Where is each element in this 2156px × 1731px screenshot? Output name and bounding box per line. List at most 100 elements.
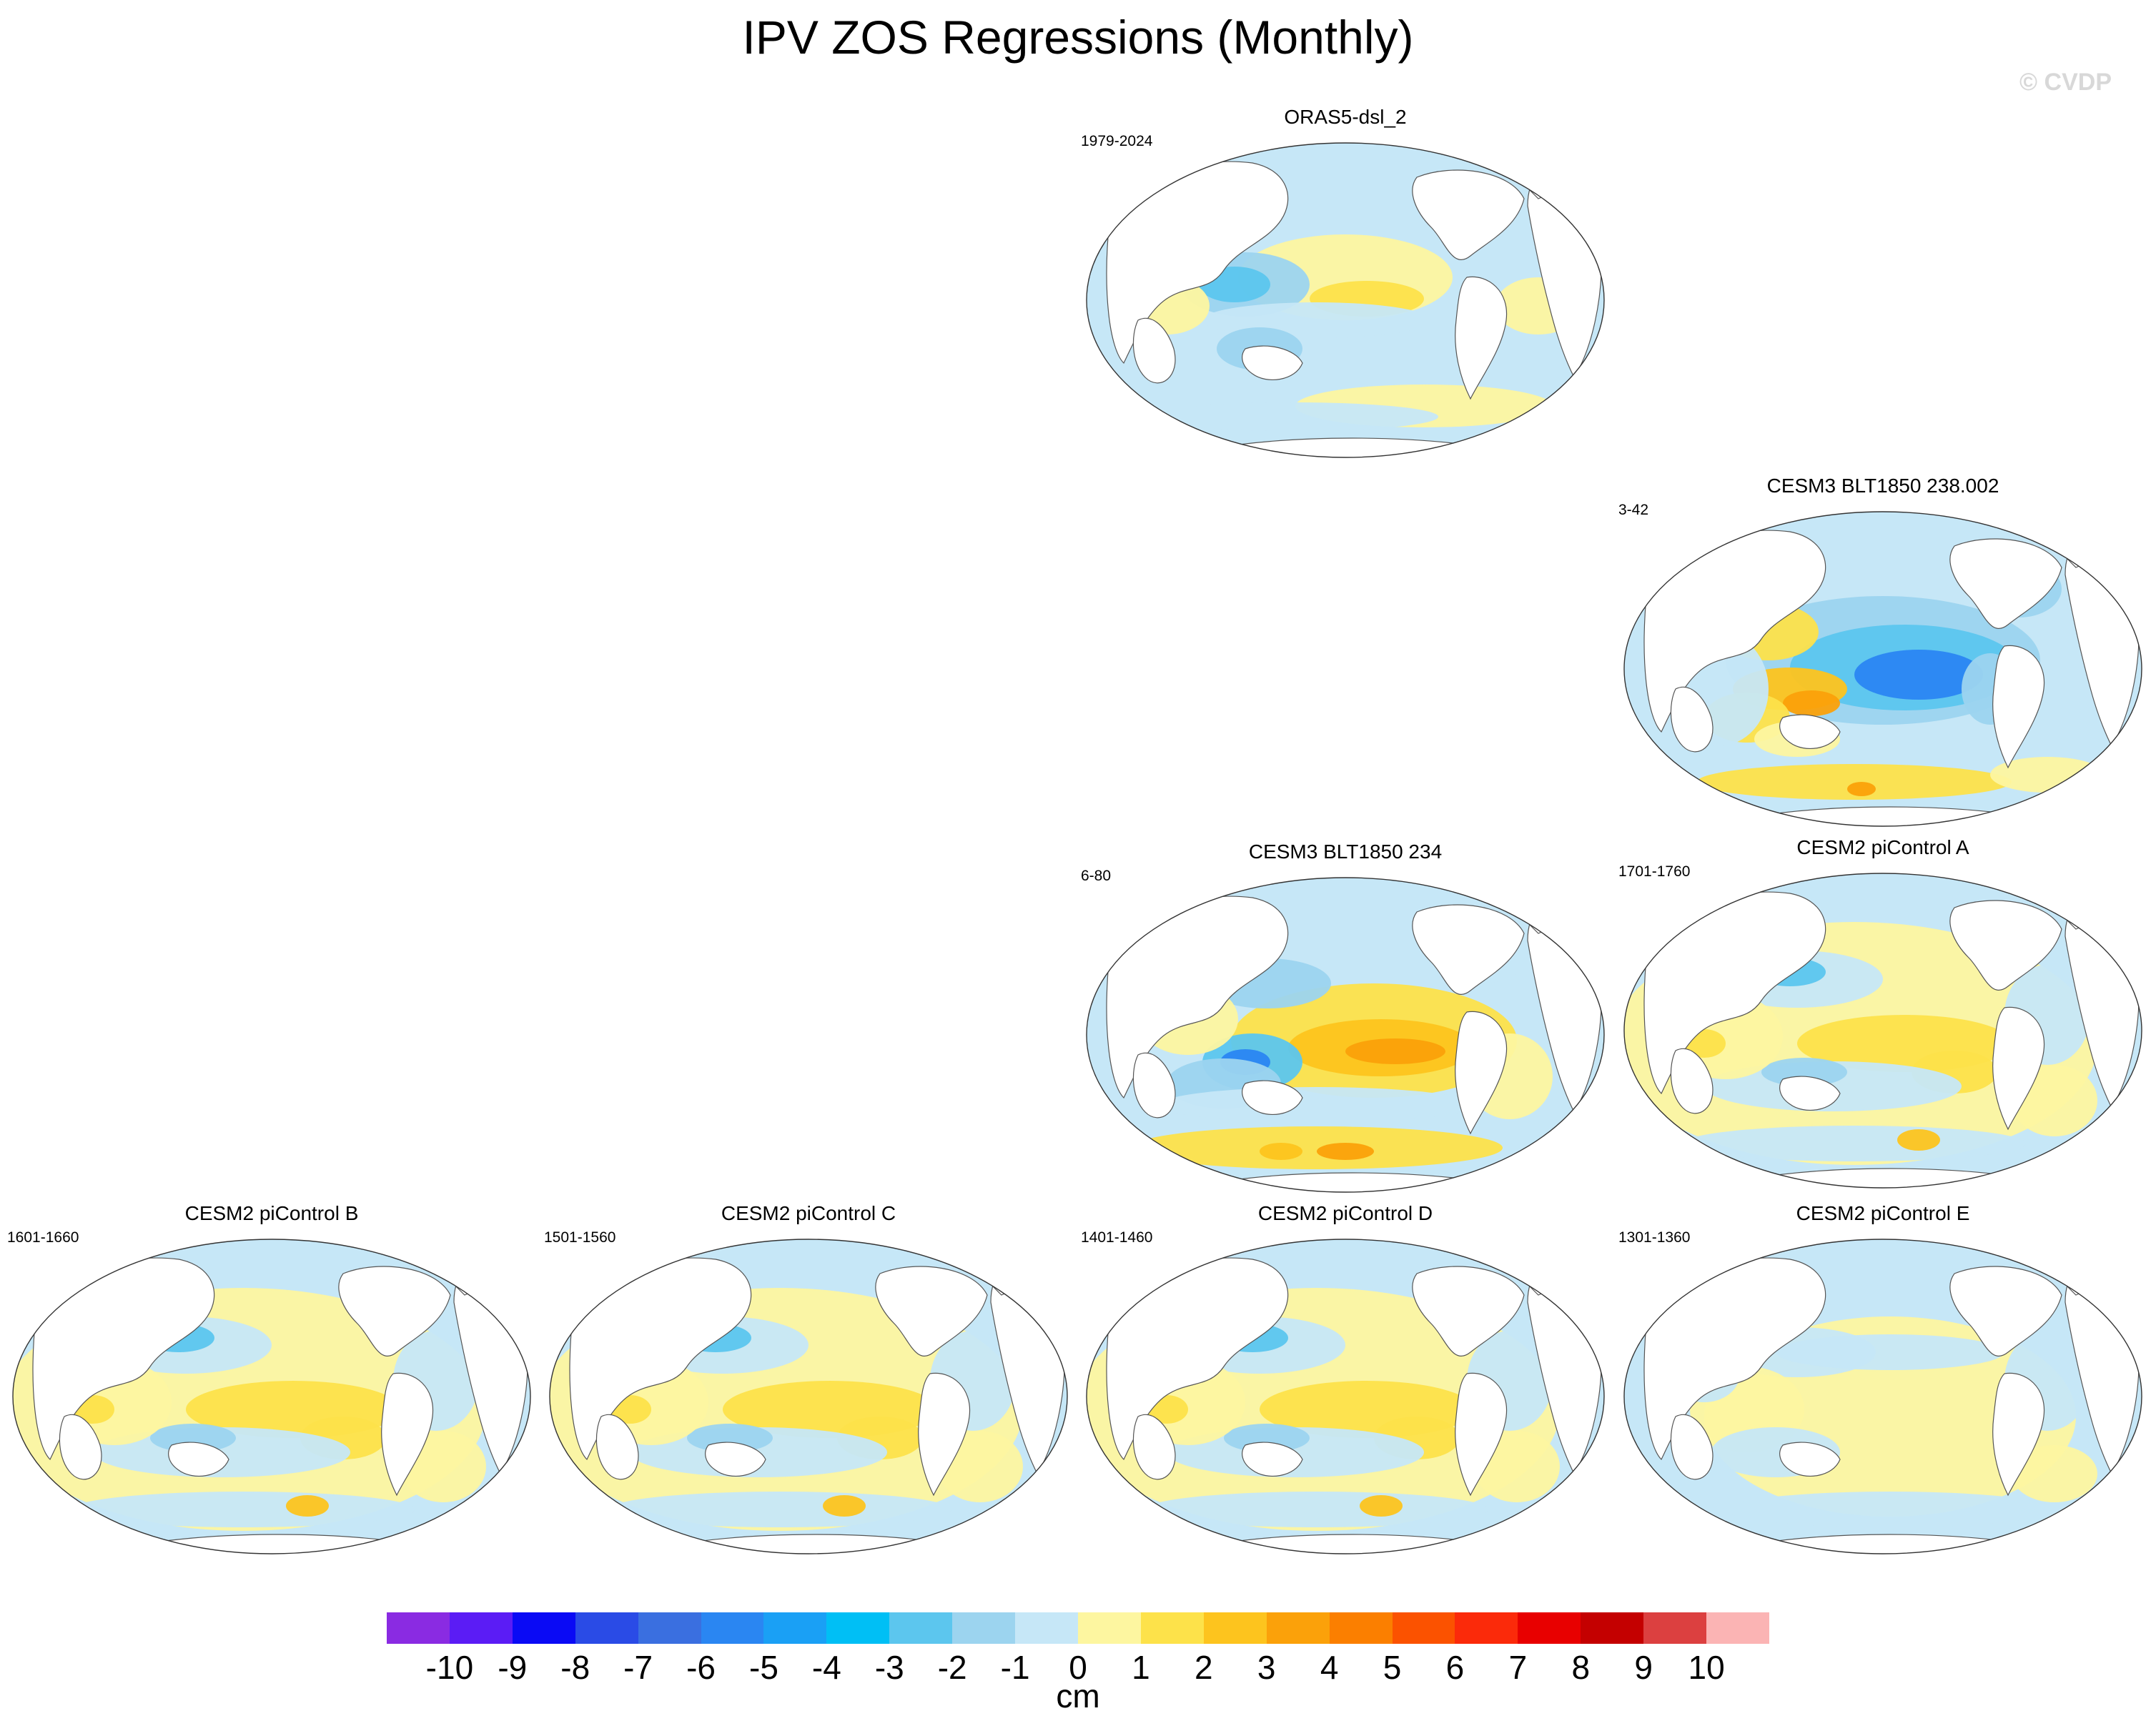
map-border (1086, 1239, 1605, 1554)
land-mass (1992, 645, 2045, 769)
land-mass (1455, 1372, 1508, 1497)
colorbar-swatch (1392, 1612, 1455, 1644)
panel-title: CESM2 piControl D (1257, 1202, 1433, 1224)
anomaly-region (1260, 1143, 1302, 1160)
land-mass (1949, 900, 2062, 991)
anomaly-region (1854, 650, 1983, 700)
land-mass (1412, 169, 1525, 261)
panel-title: CESM2 piControl C (721, 1202, 896, 1224)
land-mass (1106, 161, 1289, 364)
land-mass (168, 1442, 229, 1477)
land-mass (1779, 714, 1841, 749)
land-mass (1242, 345, 1303, 380)
land-mass (32, 1257, 215, 1461)
ocean-field (1087, 1239, 1604, 1554)
colorbar-labels: -10 -9 -8 -7 -6 -5 -4 -3 -2 -1 0 1 2 3 4 5 6 7 8 9 10 (387, 1645, 1769, 1688)
colorbar-tick-label: 4 (1320, 1649, 1339, 1686)
panel-title: CESM2 piControl E (1796, 1202, 1970, 1224)
colorbar-swatch (1643, 1612, 1707, 1644)
ocean-field (550, 1239, 1067, 1554)
colorbar-swatch (638, 1612, 701, 1644)
anomaly-region (1152, 402, 1438, 431)
ocean-field (1624, 873, 2142, 1188)
panel-cesm2-b: CESM2 piControl B 1601-1660 (7, 1202, 536, 1559)
colorbar-tick-label: -2 (937, 1649, 967, 1686)
anomaly-region (286, 1495, 329, 1517)
colorbar-swatch (575, 1612, 638, 1644)
colorbar-tick-label: 2 (1195, 1649, 1213, 1686)
panel-cesm2-a: CESM2 piControl A 1701-1760 (1618, 836, 2147, 1194)
land-mass (1455, 1011, 1508, 1135)
anomaly-region (1783, 690, 1840, 716)
colorbar-tick-label: 10 (1688, 1649, 1725, 1686)
panel-period: 1301-1360 (1618, 1229, 1691, 1246)
land-mass (1992, 1372, 2045, 1497)
colorbar-tick-label: -4 (811, 1649, 841, 1686)
map-border (1086, 142, 1605, 458)
map-border (549, 1239, 1068, 1554)
map (1623, 1239, 2142, 1554)
colorbar-swatch (1706, 1612, 1769, 1644)
land-mass (569, 1257, 752, 1461)
anomaly-region (1360, 1495, 1403, 1517)
anomaly-region (1345, 1038, 1445, 1064)
map (1086, 142, 1605, 458)
colorbar-swatch (1518, 1612, 1581, 1644)
colorbar-swatch (1077, 1612, 1141, 1644)
land-mass (1643, 530, 1826, 733)
ocean-field (1624, 1239, 2142, 1554)
anomaly-region (823, 1495, 866, 1517)
map (12, 1239, 531, 1554)
colorbar-swatch (826, 1612, 890, 1644)
land-mass (1643, 1257, 1826, 1461)
panel-cesm3-234: CESM3 BLT1850 234 6-80 (1081, 840, 1610, 1198)
cvdp-watermark: © CVDP (2019, 69, 2112, 96)
land-mass (1670, 1048, 1714, 1114)
panel-title: CESM3 BLT1850 238.002 (1766, 475, 1999, 497)
land-mass (1670, 1414, 1714, 1480)
panel-title: ORAS5-dsl_2 (1284, 106, 1407, 128)
land-mass (1132, 317, 1176, 384)
land-mass (1132, 1052, 1176, 1119)
panel-title: CESM2 piControl A (1796, 836, 1969, 858)
panel-period: 1601-1660 (7, 1229, 79, 1246)
panel-title: CESM2 piControl B (184, 1202, 359, 1224)
colorbar-tick-label: 3 (1257, 1649, 1276, 1686)
land-mass (1242, 1442, 1303, 1477)
ocean-field (1087, 143, 1604, 457)
panel-period: 3-42 (1618, 502, 1649, 518)
anomaly-region (608, 1492, 951, 1527)
land-mass (1992, 1006, 2045, 1131)
land-mass (1106, 896, 1289, 1099)
land-mass (1412, 1266, 1525, 1357)
colorbar-swatch (1140, 1612, 1204, 1644)
colorbar-tick-label: 5 (1383, 1649, 1402, 1686)
anomaly-region (1159, 1087, 1474, 1123)
land-mass (1106, 1257, 1289, 1461)
anomaly-region (2012, 1445, 2097, 1502)
anomaly-region (1683, 1126, 2026, 1161)
panel-cesm2-e: CESM2 piControl E 1301-1360 (1618, 1202, 2147, 1559)
ocean-field (13, 1239, 530, 1554)
colorbar-tick-label: -10 (425, 1649, 474, 1686)
colorbar-swatch (1581, 1612, 1644, 1644)
anomaly-region (1131, 1126, 1503, 1169)
land-mass (338, 1266, 451, 1357)
panel-period: 1401-1460 (1081, 1229, 1153, 1246)
map-border (1623, 873, 2142, 1189)
colorbar-tick-label: -6 (686, 1649, 716, 1686)
colorbar-swatch (1455, 1612, 1518, 1644)
map-border (12, 1239, 531, 1554)
panel-title: CESM3 BLT1850 234 (1248, 840, 1443, 863)
panel-period: 1701-1760 (1618, 863, 1691, 880)
colorbar-swatch (952, 1612, 1016, 1644)
colorbar-swatch (1266, 1612, 1330, 1644)
panel-oras5: ORAS5-dsl_2 1979-2024 (1081, 106, 1610, 463)
map (1623, 873, 2142, 1189)
land-mass (1670, 686, 1714, 753)
colorbar-swatch (512, 1612, 575, 1644)
colorbar-tick-label: 0 (1069, 1649, 1087, 1686)
anomaly-region (1145, 1492, 1488, 1527)
land-mass (1412, 904, 1525, 996)
colorbar-swatch (889, 1612, 953, 1644)
